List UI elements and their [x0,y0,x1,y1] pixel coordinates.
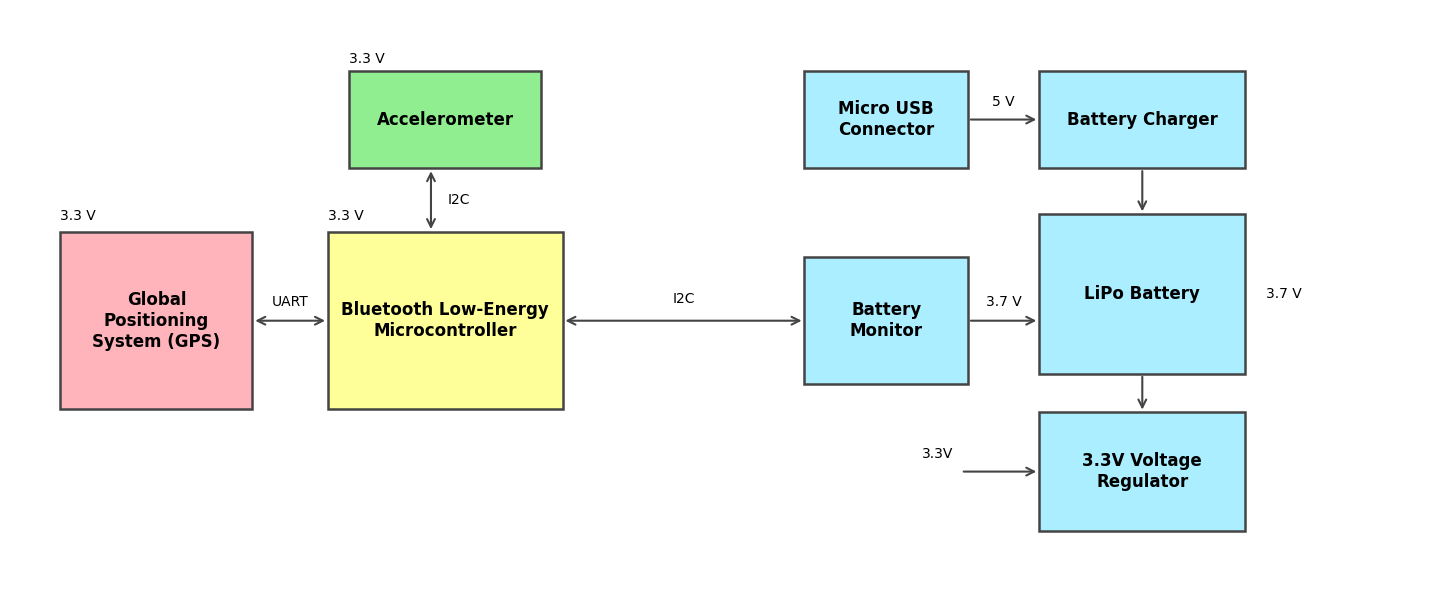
Text: 3.3V Voltage
Regulator: 3.3V Voltage Regulator [1082,452,1202,491]
Text: 3.7 V: 3.7 V [1266,287,1302,301]
FancyBboxPatch shape [804,71,967,169]
Text: 3.7 V: 3.7 V [986,295,1022,309]
FancyBboxPatch shape [328,232,562,409]
Text: Battery Charger: Battery Charger [1068,110,1218,128]
Text: Battery
Monitor: Battery Monitor [850,301,923,340]
Text: Bluetooth Low-Energy
Microcontroller: Bluetooth Low-Energy Microcontroller [342,301,550,340]
Text: I2C: I2C [673,292,694,306]
FancyBboxPatch shape [1039,71,1245,169]
Text: Micro USB
Connector: Micro USB Connector [839,100,934,139]
FancyBboxPatch shape [804,257,967,385]
Text: 3.3V: 3.3V [923,447,954,461]
FancyBboxPatch shape [60,232,252,409]
FancyBboxPatch shape [349,71,541,169]
Text: LiPo Battery: LiPo Battery [1085,285,1201,303]
Text: Global
Positioning
System (GPS): Global Positioning System (GPS) [93,291,220,350]
Text: I2C: I2C [448,193,471,207]
Text: UART: UART [272,295,309,309]
Text: 3.3 V: 3.3 V [328,209,363,223]
Text: 3.3 V: 3.3 V [60,209,96,223]
FancyBboxPatch shape [1039,412,1245,531]
Text: 5 V: 5 V [992,95,1015,109]
FancyBboxPatch shape [1039,214,1245,374]
Text: Accelerometer: Accelerometer [376,110,514,128]
Text: 3.3 V: 3.3 V [349,52,385,66]
